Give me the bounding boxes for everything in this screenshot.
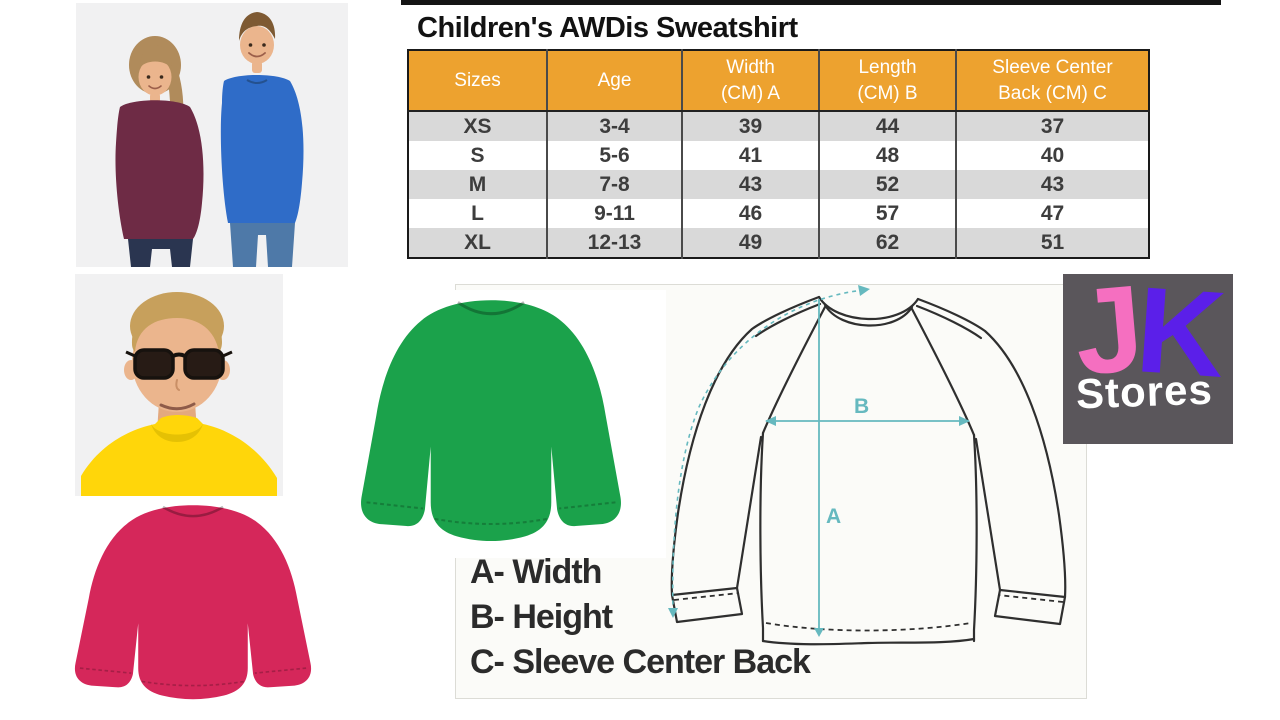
age-cell: 9-11 <box>546 199 682 228</box>
width-cell: 41 <box>681 141 819 170</box>
sleeve-cell: 37 <box>955 111 1149 141</box>
green-sweatshirt-back <box>316 290 666 558</box>
photo-kids-models <box>76 3 348 267</box>
size-cell: M <box>468 172 487 196</box>
age-cell: 3-4 <box>546 111 682 141</box>
sunglasses-icon <box>125 348 233 380</box>
width-cell: 39 <box>681 111 819 141</box>
size-cell: S <box>470 143 485 167</box>
col-header-age: Age <box>546 50 682 112</box>
length-cell: 44 <box>818 111 956 141</box>
label-b: B <box>854 395 869 418</box>
sleeve-cell: 51 <box>955 228 1149 258</box>
label-a: A <box>826 505 841 528</box>
logo-stores-text: Stores <box>1075 365 1214 418</box>
sleeve-cell: 43 <box>955 170 1149 199</box>
table-row: XS 3-4 39 44 37 <box>408 111 1149 141</box>
product-photo-red-sweatshirt <box>34 497 352 713</box>
girl-figure <box>115 36 204 267</box>
age-cell: 12-13 <box>546 228 682 258</box>
age-cell: 5-6 <box>546 141 682 170</box>
age-cell: 7-8 <box>546 170 682 199</box>
length-cell: 62 <box>818 228 956 258</box>
measurement-lines: B A C <box>646 285 970 637</box>
table-row: S 5-6 41 48 40 <box>408 141 1149 170</box>
size-cell: L <box>471 201 484 225</box>
garment-outline <box>670 295 1067 646</box>
width-cell: 49 <box>681 228 819 258</box>
sleeve-cell: 47 <box>955 199 1149 228</box>
legend-c-sleeve: C- Sleeve Center Back <box>470 643 811 681</box>
kids-models-illustration <box>115 12 304 267</box>
product-photo-green-sweatshirt <box>316 290 666 558</box>
width-cell: 46 <box>681 199 819 228</box>
table-row: XL 12-13 49 62 51 <box>408 228 1149 258</box>
col-header-sizes: Sizes <box>408 50 547 112</box>
page-title: Children's AWDis Sweatshirt <box>417 12 798 44</box>
sleeve-cell: 40 <box>955 141 1149 170</box>
legend-b-height: B- Height <box>470 598 613 636</box>
length-cell: 57 <box>818 199 956 228</box>
size-cell: XL <box>464 230 491 254</box>
size-chart-header-row: Sizes Age Width (CM) A Length (CM) B Sleev… <box>408 50 1149 112</box>
jk-stores-logo: J K Stores <box>1063 274 1233 444</box>
length-cell: 52 <box>818 170 956 199</box>
stitch-lines <box>673 592 1064 632</box>
legend-a-width: A- Width <box>470 553 602 591</box>
length-cell: 48 <box>818 141 956 170</box>
top-divider-bar <box>401 0 1221 5</box>
col-header-width: Width (CM) A <box>681 50 819 112</box>
table-row: M 7-8 43 52 43 <box>408 170 1149 199</box>
size-chart-table: Sizes Age Width (CM) A Length (CM) B Sleev… <box>407 49 1150 259</box>
photo-boy-sunglasses <box>75 274 283 496</box>
sweatshirt-measurement-drawing: B A C <box>646 285 1067 646</box>
width-cell: 43 <box>681 170 819 199</box>
boy-sunglasses-illustration <box>81 292 277 496</box>
col-header-sleeve: Sleeve Center Back (CM) C <box>955 50 1149 112</box>
red-sweatshirt-back <box>73 503 313 701</box>
boy-figure <box>220 12 304 267</box>
col-header-length: Length (CM) B <box>818 50 956 112</box>
size-cell: XS <box>463 114 492 138</box>
table-row: L 9-11 46 57 47 <box>408 199 1149 228</box>
